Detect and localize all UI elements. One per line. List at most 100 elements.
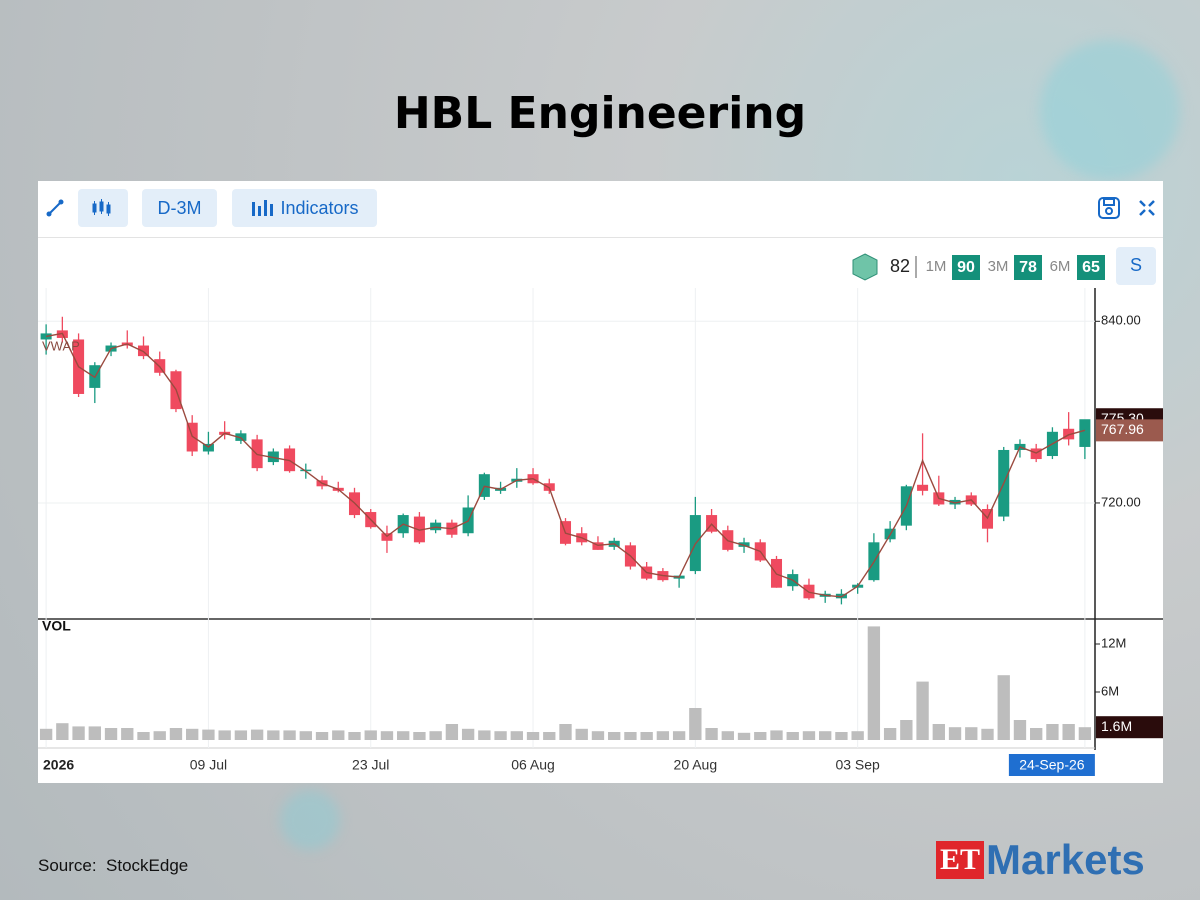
volume-bar <box>526 732 540 740</box>
candle-body <box>917 484 929 491</box>
volume-bar <box>380 731 394 740</box>
crosshair-date-box <box>1008 754 1095 776</box>
score-badge <box>1077 255 1105 280</box>
candle-body <box>1079 419 1091 447</box>
candle-body <box>1030 448 1042 460</box>
vwap-last-label: 767.96 <box>1101 421 1144 437</box>
volume-bar <box>608 732 621 740</box>
volume-bar <box>267 730 280 740</box>
x-tick-label: 2026 <box>43 757 74 773</box>
volume-bar <box>737 732 751 740</box>
volume-bar <box>835 732 848 740</box>
candle-body <box>235 433 247 441</box>
candle-type-button[interactable] <box>78 189 128 227</box>
icon <box>46 199 64 217</box>
score-icon <box>852 253 878 281</box>
volume-bar <box>445 724 459 740</box>
volume-bar <box>997 675 1010 740</box>
volume-bar <box>672 731 686 740</box>
x-tick-label: 03 Sep <box>835 757 880 773</box>
volume-bar <box>900 720 913 740</box>
volume-bar <box>510 731 523 740</box>
icon <box>1139 200 1155 216</box>
candle-body <box>430 522 442 531</box>
volume-bar <box>283 730 296 740</box>
save-button[interactable] <box>1094 189 1124 227</box>
volume-bar <box>559 724 572 740</box>
volume-bar <box>234 730 248 740</box>
volume-bar <box>867 626 881 740</box>
volume-bar <box>88 726 101 740</box>
volume-bar <box>965 727 978 740</box>
volume-bar <box>1030 728 1043 740</box>
vwap-label: VWAP <box>42 338 80 353</box>
volume-bar <box>72 726 85 740</box>
last-volume-label-box <box>1096 716 1163 739</box>
icon <box>252 200 274 216</box>
score-value: 78 <box>1019 259 1037 276</box>
last-volume-label: 1.6M <box>1101 718 1132 734</box>
volume-bar <box>1078 727 1092 740</box>
volume-bar <box>1062 724 1075 740</box>
x-tick-label: 09 Jul <box>190 757 227 773</box>
volume-bar <box>104 728 118 740</box>
y-tick-label: 720.00 <box>1101 494 1141 509</box>
score-period: 6M <box>1050 258 1071 275</box>
x-tick-label: 20 Aug <box>674 757 718 773</box>
volume-bar <box>56 723 69 740</box>
chart-title: HBL Engineering <box>393 88 807 139</box>
volume-bar <box>461 728 475 740</box>
volume-bar <box>332 730 345 740</box>
volume-bar <box>932 724 945 740</box>
indicators-button[interactable]: Indicators <box>232 189 377 227</box>
volume-bar <box>754 732 767 740</box>
volume-bar <box>299 731 312 740</box>
volume-bar <box>186 728 199 740</box>
fullscreen-button[interactable] <box>1132 189 1162 227</box>
range-button[interactable]: D-3M <box>142 189 217 227</box>
candle-body <box>284 448 296 472</box>
volume-bar <box>121 728 134 740</box>
volume-bar <box>981 728 994 740</box>
chart-panel: D-3M Indicators <box>38 181 1163 783</box>
x-tick-label: 24-Sep-26 <box>1019 757 1085 773</box>
volume-bar <box>575 728 588 740</box>
vwap-last-label-box <box>1096 419 1163 442</box>
candle-body <box>592 542 604 550</box>
volume-bar <box>770 730 783 740</box>
candle-body <box>413 516 425 543</box>
volume-bar <box>494 731 507 740</box>
x-tick-label: 06 Aug <box>511 757 555 773</box>
score-value: 65 <box>1082 259 1100 276</box>
s-label[interactable]: S <box>1130 255 1142 275</box>
volume-bar <box>543 732 556 740</box>
s-button[interactable] <box>1116 247 1156 285</box>
candle-body <box>267 451 279 463</box>
volume-bar <box>948 727 962 740</box>
candle-body <box>738 542 750 547</box>
volume-bar <box>1013 720 1027 740</box>
indicators-label: Indicators <box>280 197 359 218</box>
volume-bar <box>591 731 605 740</box>
decor <box>280 790 340 850</box>
source: Source: StockEdge <box>38 856 189 875</box>
score-period: 1M <box>926 258 947 275</box>
volume-title: VOL <box>42 618 71 634</box>
volume-bar <box>640 732 653 740</box>
vwap-line <box>45 332 1086 598</box>
logo: ET Markets <box>936 836 1145 884</box>
volume-bar <box>397 731 410 740</box>
volume-bar <box>705 728 718 740</box>
logo-et: ET <box>936 841 985 879</box>
y-tick-label: 12M <box>1101 635 1126 650</box>
volume-bar <box>786 732 799 740</box>
draw-tool-button[interactable] <box>38 189 72 227</box>
score-overall: 82 <box>890 256 910 276</box>
volume-bar <box>689 708 702 740</box>
scores: 82 1M 90 3M 78 6M 65 S <box>852 247 1156 285</box>
volume-bar <box>315 732 329 740</box>
volume-bar <box>883 728 897 740</box>
decor <box>1040 40 1180 180</box>
